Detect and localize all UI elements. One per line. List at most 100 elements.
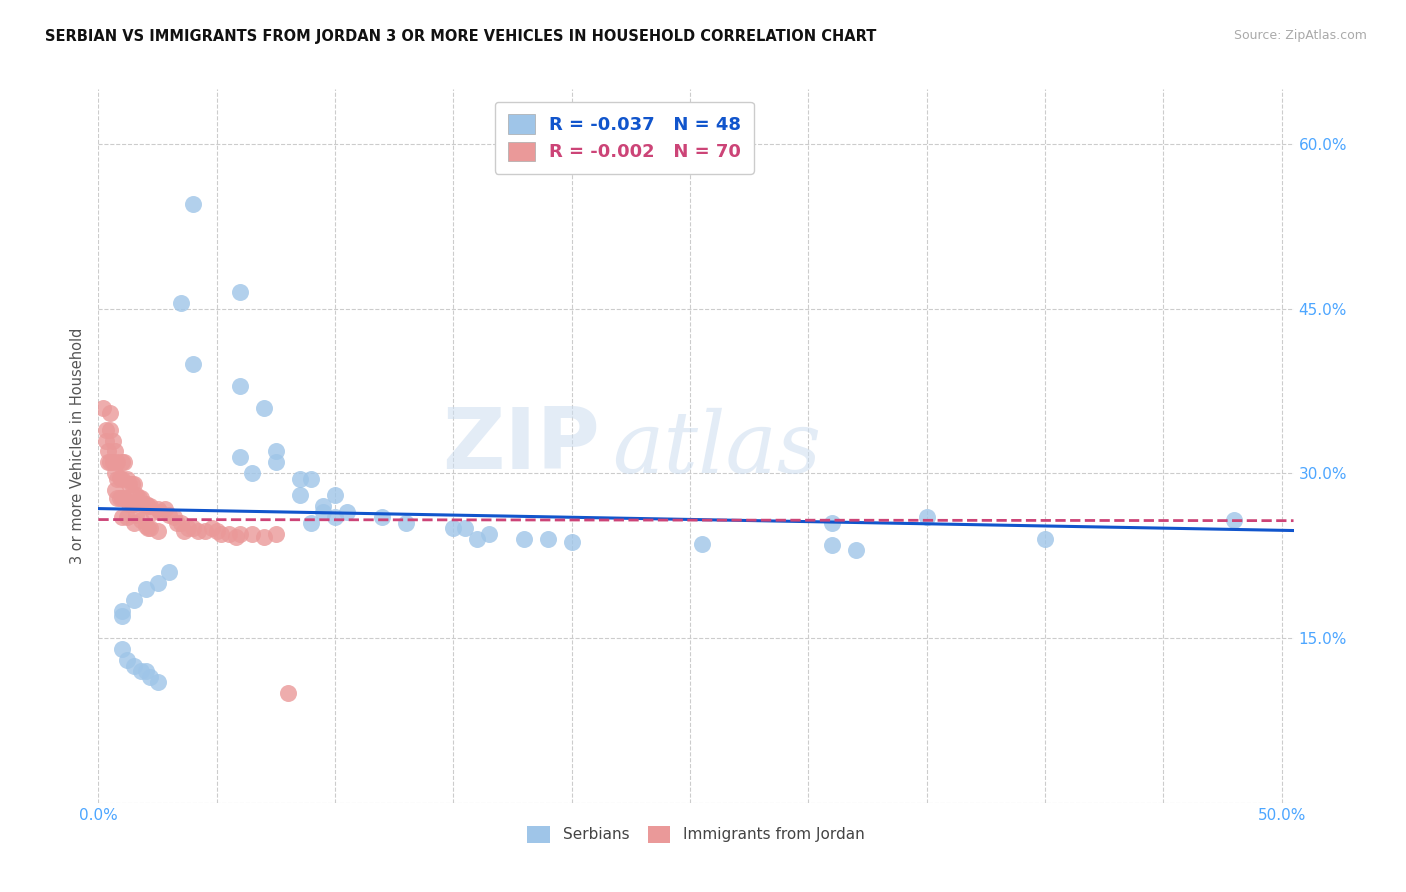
Point — [561, 534, 583, 549]
Point — [1223, 512, 1246, 526]
Point — [122, 497, 145, 511]
Point — [181, 521, 204, 535]
Point — [146, 501, 169, 516]
Point — [118, 497, 141, 511]
Point — [218, 526, 240, 541]
Point — [1033, 533, 1056, 547]
Point — [139, 521, 162, 535]
Point — [187, 524, 209, 538]
Y-axis label: 3 or more Vehicles in Household: 3 or more Vehicles in Household — [70, 328, 86, 564]
Text: SERBIAN VS IMMIGRANTS FROM JORDAN 3 OR MORE VEHICLES IN HOUSEHOLD CORRELATION CH: SERBIAN VS IMMIGRANTS FROM JORDAN 3 OR M… — [45, 29, 876, 44]
Legend: Serbians, Immigrants from Jordan: Serbians, Immigrants from Jordan — [522, 820, 870, 848]
Point — [105, 455, 128, 469]
Point — [98, 423, 121, 437]
Point — [253, 401, 276, 415]
Point — [94, 423, 117, 437]
Point — [537, 533, 560, 547]
Point — [104, 483, 127, 497]
Point — [101, 455, 124, 469]
Point — [111, 455, 134, 469]
Point — [181, 357, 204, 371]
Point — [821, 538, 844, 552]
Point — [146, 524, 169, 538]
Point — [336, 505, 359, 519]
Point — [153, 501, 176, 516]
Point — [229, 285, 252, 300]
Point — [513, 533, 536, 547]
Point — [135, 664, 157, 678]
Point — [98, 406, 121, 420]
Point — [111, 642, 134, 657]
Point — [136, 500, 159, 514]
Point — [149, 505, 172, 519]
Point — [478, 526, 501, 541]
Point — [115, 510, 138, 524]
Point — [132, 497, 155, 511]
Point — [101, 434, 124, 448]
Point — [264, 526, 287, 541]
Point — [97, 444, 120, 458]
Point — [91, 401, 114, 415]
Point — [108, 471, 131, 485]
Point — [142, 505, 165, 519]
Point — [98, 455, 121, 469]
Point — [118, 477, 141, 491]
Point — [264, 455, 287, 469]
Point — [129, 512, 152, 526]
Point — [111, 472, 134, 486]
Point — [135, 497, 157, 511]
Text: ZIP: ZIP — [443, 404, 600, 488]
Point — [105, 491, 128, 505]
Point — [129, 664, 152, 678]
Point — [108, 491, 131, 505]
Point — [821, 516, 844, 530]
Point — [111, 510, 134, 524]
Point — [312, 500, 335, 514]
Point — [105, 472, 128, 486]
Point — [125, 508, 148, 523]
Text: atlas: atlas — [613, 409, 821, 491]
Point — [299, 472, 322, 486]
Point — [225, 530, 247, 544]
Point — [395, 516, 418, 530]
Point — [240, 467, 263, 481]
Point — [253, 530, 276, 544]
Point — [170, 296, 193, 310]
Point — [146, 675, 169, 690]
Point — [114, 455, 136, 469]
Point — [177, 521, 200, 535]
Point — [111, 604, 134, 618]
Point — [122, 516, 145, 530]
Text: Source: ZipAtlas.com: Source: ZipAtlas.com — [1233, 29, 1367, 42]
Point — [115, 491, 138, 505]
Point — [157, 566, 180, 580]
Point — [299, 516, 322, 530]
Point — [135, 582, 157, 596]
Point — [94, 434, 117, 448]
Point — [371, 510, 394, 524]
Point — [229, 378, 252, 392]
Point — [288, 488, 311, 502]
Point — [115, 653, 138, 667]
Point — [121, 497, 143, 511]
Point — [111, 491, 134, 505]
Point — [97, 455, 120, 469]
Point — [173, 524, 195, 538]
Point — [240, 526, 263, 541]
Point — [166, 516, 188, 530]
Point — [465, 533, 488, 547]
Point — [454, 521, 477, 535]
Point — [146, 576, 169, 591]
Point — [122, 658, 145, 673]
Point — [201, 521, 224, 535]
Point — [135, 519, 157, 533]
Point — [194, 524, 217, 538]
Point — [690, 537, 713, 551]
Point — [115, 472, 138, 486]
Point — [139, 669, 162, 683]
Point — [122, 592, 145, 607]
Point — [915, 510, 938, 524]
Point — [229, 450, 252, 464]
Point — [264, 444, 287, 458]
Point — [229, 526, 252, 541]
